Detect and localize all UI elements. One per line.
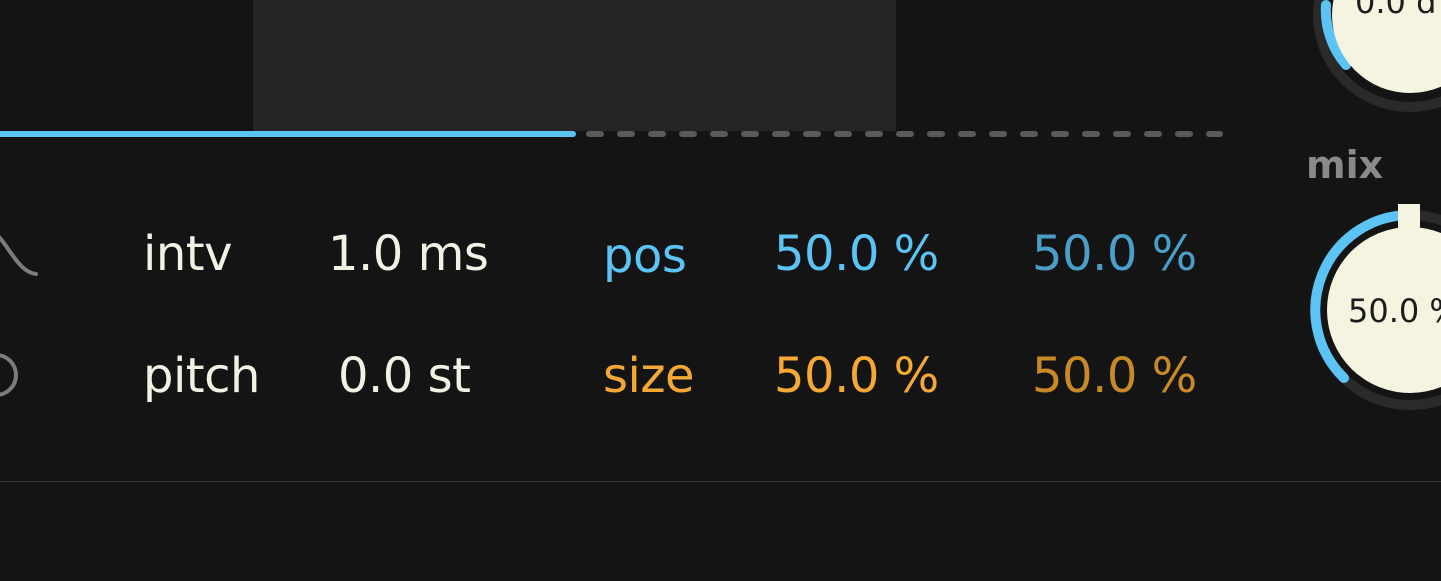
pitch-value[interactable]: 0.0 st: [338, 348, 471, 404]
interval-value[interactable]: 1.0 ms: [328, 226, 489, 282]
mix-knob-pointer: [1398, 204, 1420, 242]
decay-curve-icon[interactable]: [0, 234, 42, 278]
pos-value-left[interactable]: 50.0 %: [774, 226, 939, 282]
position-progress-bar[interactable]: [0, 124, 1230, 144]
size-label: size: [603, 348, 695, 404]
top-knob-value: 0.0 d: [1355, 0, 1437, 21]
section-divider: [0, 481, 1441, 482]
interval-label: intv: [143, 226, 232, 282]
size-value-left[interactable]: 50.0 %: [774, 348, 939, 404]
pos-label: pos: [603, 228, 687, 284]
mix-knob-arc: [1310, 210, 1415, 383]
circle-icon[interactable]: [0, 352, 40, 398]
size-value-right[interactable]: 50.0 %: [1032, 348, 1197, 404]
mix-label: mix: [1306, 143, 1384, 187]
mix-knob[interactable]: [1300, 200, 1441, 410]
pos-value-right[interactable]: 50.0 %: [1032, 226, 1197, 282]
pitch-label: pitch: [143, 348, 260, 404]
mix-knob-value: 50.0 %: [1348, 292, 1441, 330]
waveform-display[interactable]: [253, 0, 896, 131]
top-knob[interactable]: [1300, 0, 1441, 112]
